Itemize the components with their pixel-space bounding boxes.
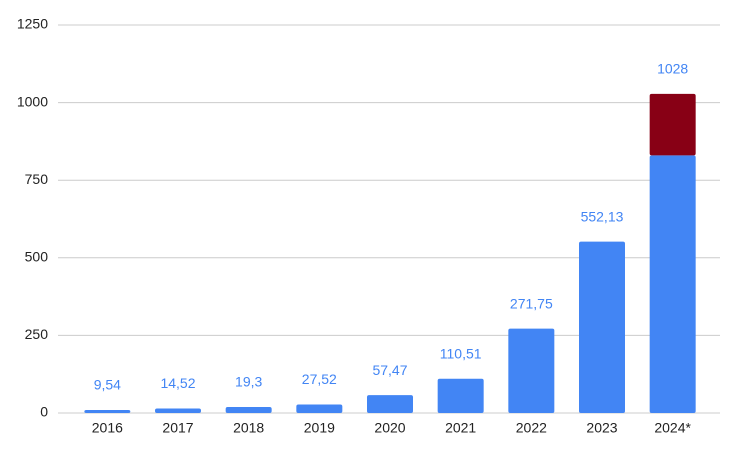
- x-tick-label: 2017: [162, 420, 193, 436]
- bar-segment: [649, 155, 696, 414]
- y-tick-label: 500: [25, 249, 49, 265]
- bar-segment: [508, 328, 555, 413]
- total-label: 27,52: [302, 371, 337, 387]
- y-tick-label: 250: [25, 326, 49, 342]
- y-tick-label: 0: [40, 404, 48, 420]
- total-label: 9,54: [94, 377, 121, 393]
- y-tick-label: 1000: [17, 93, 48, 109]
- bar-segment: [84, 410, 131, 413]
- total-label: 57,47: [372, 362, 407, 378]
- y-tick-label: 750: [25, 171, 49, 187]
- total-label: 271,75: [510, 295, 553, 311]
- total-label: 110,51: [440, 345, 482, 361]
- x-tick-label: 2021: [445, 420, 476, 436]
- y-tick-label: 1250: [17, 16, 48, 32]
- total-label: 552,13: [581, 208, 624, 224]
- x-tick-label: 2016: [92, 420, 123, 436]
- x-tick-label: 2018: [233, 420, 264, 436]
- bar-segment: [296, 404, 343, 413]
- bar-segment: [579, 241, 625, 413]
- bar-segment: [437, 378, 484, 413]
- total-label: 14,52: [160, 375, 195, 391]
- bar-segment: [225, 407, 272, 413]
- x-tick-label: 2022: [516, 420, 547, 436]
- bar-segment: [649, 93, 696, 156]
- x-tick-label: 2023: [586, 420, 617, 436]
- x-tick-label: 2019: [304, 420, 335, 436]
- x-tick-label: 2020: [374, 420, 405, 436]
- bar-segment: [367, 395, 413, 413]
- total-label: 1028: [657, 61, 688, 77]
- total-label: 19,3: [235, 374, 262, 390]
- x-tick-label: 2024*: [654, 420, 691, 436]
- bar-segment: [155, 408, 201, 413]
